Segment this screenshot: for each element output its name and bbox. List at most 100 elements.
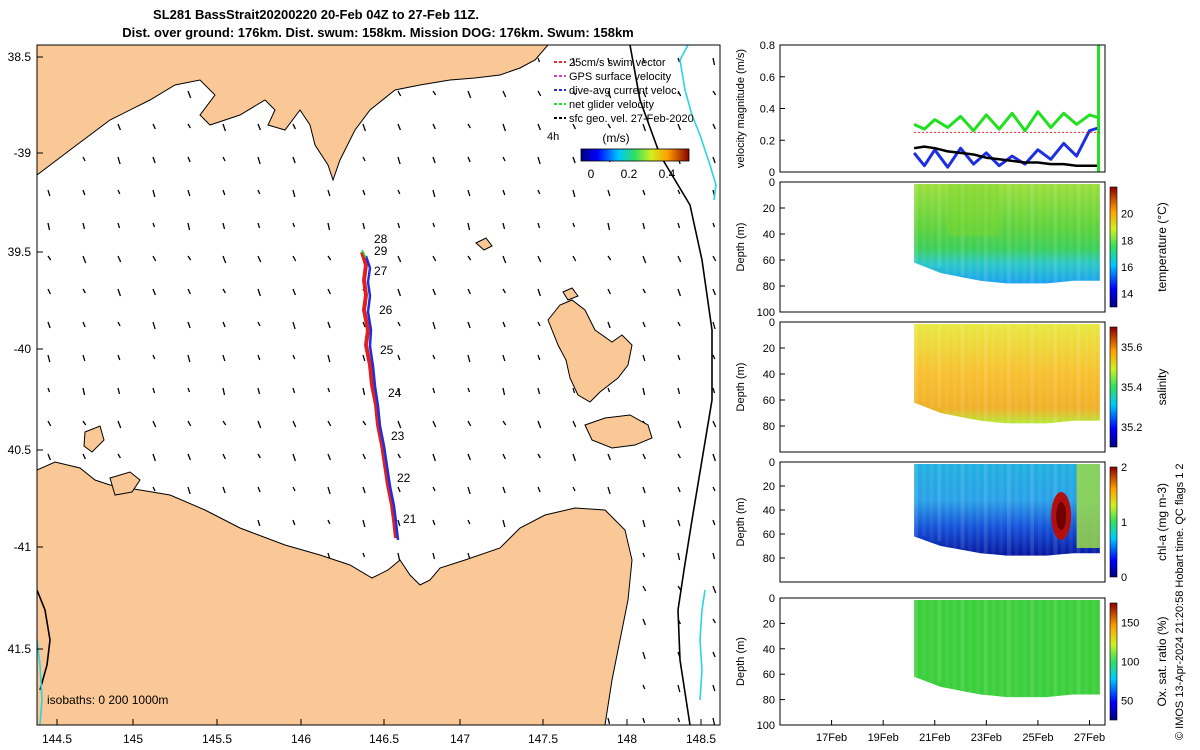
vector-arrow [537, 255, 542, 263]
vector-arrow [677, 288, 682, 297]
vector-arrow [362, 189, 366, 196]
section-band [983, 324, 988, 421]
vector-arrow [257, 387, 261, 395]
section-band [999, 184, 1004, 283]
panel-salinity: 0 20 40 60 80 Depth (m) 35.2 35.4 35.6 salinity [735, 317, 1169, 453]
vector-arrow [397, 519, 401, 527]
vector-arrow [712, 453, 717, 462]
lon-tick-label: 145 [123, 732, 143, 746]
y-tick-label: 40 [763, 505, 775, 517]
glider-track-current [364, 255, 400, 541]
salinity-section-fill [914, 324, 1100, 424]
vector-arrow [537, 321, 541, 327]
colorbar-tick-label: 2 [1121, 462, 1127, 474]
section-band [1022, 324, 1027, 424]
vector-arrow [222, 255, 227, 264]
colorbar [1109, 186, 1118, 308]
section-band [1030, 184, 1035, 284]
small-island-1 [475, 237, 493, 251]
vector-arrow [712, 123, 716, 130]
vector-arrow [362, 123, 367, 132]
day-label: 21 [403, 512, 417, 526]
y-tick-label: 100 [757, 720, 775, 732]
vector-arrow [502, 288, 506, 294]
vector-arrow [362, 486, 366, 494]
vector-arrow [257, 123, 262, 131]
lat-tick-label: 41.5 [8, 642, 32, 656]
vector-arrow [432, 90, 437, 96]
y-tick-label: 0 [769, 457, 775, 469]
isobath-200m-west [37, 589, 51, 691]
vector-arrow [607, 486, 611, 495]
figure-title-line1: SL281 BassStrait20200220 20-Feb 04Z to 2… [153, 7, 479, 22]
vector-arrow [642, 123, 647, 132]
y-tick-label: 60 [763, 395, 775, 407]
vector-arrow [292, 354, 296, 360]
vector-arrow [677, 420, 682, 429]
vector-arrow [572, 222, 576, 228]
colorbar-tick-label: 35.2 [1121, 422, 1142, 434]
section-band [1076, 184, 1081, 281]
y-tick-label: 100 [757, 307, 775, 319]
vector-arrow [47, 387, 51, 393]
vector-arrow [152, 354, 156, 360]
section-band [1068, 184, 1073, 281]
vector-arrow [257, 189, 261, 195]
section-band [929, 600, 934, 682]
section-band [1061, 600, 1066, 696]
vector-arrow [187, 90, 192, 99]
vector-arrow [712, 387, 716, 394]
warm-surface-patch [947, 184, 1000, 236]
vector-arrow [432, 519, 436, 526]
vector-arrow [327, 420, 332, 427]
vector-arrow [117, 255, 122, 263]
vector-arrow [712, 156, 716, 164]
vector-arrow [222, 156, 226, 162]
vector-arrow [187, 222, 191, 231]
map-legend: 25cm/s swim vector GPS surface velocity di… [547, 57, 694, 181]
vector-arrow [117, 420, 122, 429]
vector-arrow [677, 123, 682, 131]
section-band [1037, 184, 1042, 284]
vector-arrow [712, 255, 717, 262]
flinders-island [547, 299, 633, 403]
vector-arrow [187, 354, 191, 363]
colorbar-tick-label: 20 [1121, 209, 1133, 221]
vector-arrow [502, 123, 507, 132]
vector-arrow [712, 57, 716, 66]
vector-arrow [257, 453, 261, 459]
footer-note: © IMOS 13-Apr-2024 21:20:58 Hobart time.… [1174, 463, 1186, 740]
panel-chl-a: 0 20 40 60 80 Depth (m) 0 1 2 chl-a (mg m-3) [735, 457, 1169, 584]
section-band [914, 464, 918, 537]
section-band [1014, 324, 1019, 424]
x-tick-label: 21Feb [919, 732, 950, 744]
vector-arrow [397, 354, 401, 361]
y-tick-label: 0.8 [760, 40, 775, 52]
lon-tick-label: 146 [291, 732, 311, 746]
vector-arrow [607, 288, 611, 295]
section-band [1030, 324, 1035, 424]
section-band [968, 184, 973, 279]
vector-arrow [432, 420, 437, 428]
vector-arrow [292, 420, 297, 428]
vector-arrow [47, 288, 51, 295]
vector-arrow [712, 222, 716, 228]
vector-arrow [397, 288, 402, 297]
section-band [1022, 464, 1027, 556]
panel-oxygen: 0 20 40 60 80 100 Depth (m) 50 100 150 Ox. sat. ra… [735, 593, 1169, 744]
lat-tick-label: 39.5 [8, 245, 32, 259]
vector-arrow [537, 288, 542, 297]
vector-arrow [467, 354, 471, 363]
vector-arrow [712, 651, 716, 658]
vector-arrow [712, 321, 716, 330]
vector-arrow [292, 321, 296, 330]
section-band [1061, 324, 1066, 423]
vector-arrow [152, 420, 157, 428]
vector-arrow [187, 420, 192, 427]
vector-arrow [82, 420, 87, 426]
vector-arrow [537, 486, 541, 493]
vector-arrow [607, 90, 612, 99]
vector-arrow [607, 123, 611, 129]
colorbar-tick-label: 14 [1121, 289, 1133, 301]
